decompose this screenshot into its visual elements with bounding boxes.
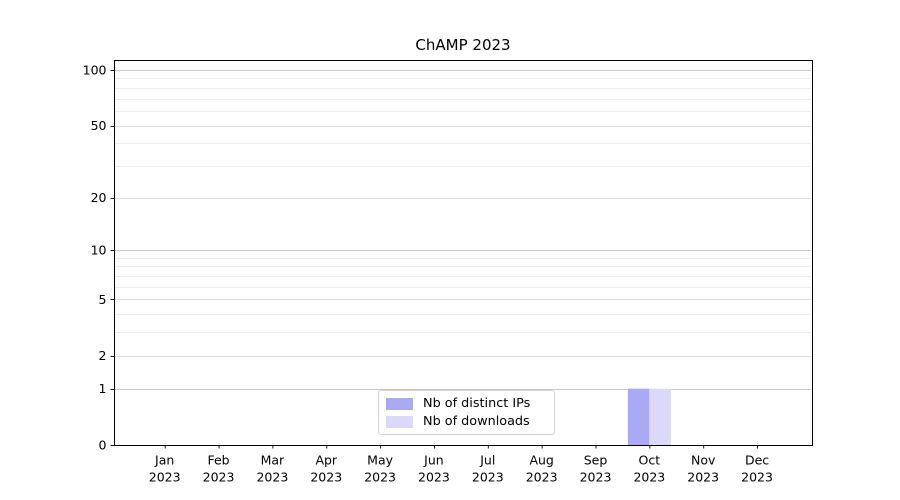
y-tick-label: 0 — [99, 438, 107, 453]
y-tick-label: 1 — [99, 381, 107, 396]
y-tick-label: 2 — [99, 348, 107, 363]
y-tick-label: 50 — [91, 118, 107, 133]
x-tick-label: Nov 2023 — [687, 453, 719, 485]
x-tick-label: Dec 2023 — [741, 453, 773, 485]
x-tick-label: Apr 2023 — [310, 453, 342, 485]
x-tick-label: Mar 2023 — [256, 453, 288, 485]
legend-item-downloads: Nb of downloads — [386, 414, 546, 429]
y-tick-label: 10 — [91, 243, 107, 258]
x-tick-label: May 2023 — [364, 453, 396, 485]
x-tick-label: Sep 2023 — [580, 453, 612, 485]
x-tick-label: Oct 2023 — [633, 453, 665, 485]
x-tick-label: Jan 2023 — [149, 453, 181, 485]
y-tick-label: 20 — [91, 190, 107, 205]
y-tick-label: 100 — [83, 63, 107, 78]
plot-border — [114, 60, 813, 446]
legend-label-downloads: Nb of downloads — [423, 414, 530, 429]
legend: Nb of distinct IPs Nb of downloads — [378, 390, 555, 435]
chart-title: ChAMP 2023 — [415, 36, 511, 54]
x-tick-label: Feb 2023 — [203, 453, 235, 485]
legend-swatch-distinct-ips — [386, 397, 413, 410]
y-tick-label: 5 — [99, 292, 107, 307]
legend-swatch-downloads — [386, 415, 413, 428]
bar-distinct-ips — [627, 388, 650, 445]
x-tick-label: Aug 2023 — [526, 453, 558, 485]
legend-label-distinct-ips: Nb of distinct IPs — [423, 396, 531, 411]
legend-item-distinct-ips: Nb of distinct IPs — [386, 396, 546, 411]
bar-downloads — [649, 388, 671, 445]
x-tick-label: Jun 2023 — [418, 453, 450, 485]
x-tick-label: Jul 2023 — [472, 453, 504, 485]
